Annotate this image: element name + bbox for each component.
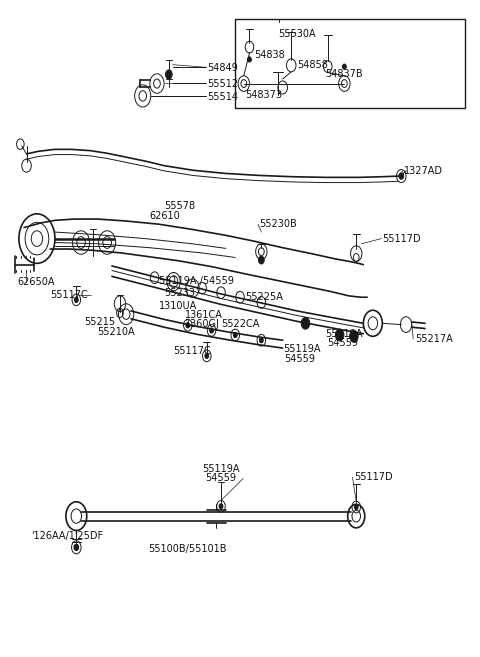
- Text: 55233: 55233: [164, 288, 195, 298]
- Text: 55119A: 55119A: [325, 328, 363, 339]
- Text: 55100B/55101B: 55100B/55101B: [149, 544, 227, 554]
- Text: 54849: 54849: [207, 63, 238, 73]
- Circle shape: [219, 504, 223, 509]
- Text: 1327AD: 1327AD: [404, 166, 443, 176]
- Text: 55117D: 55117D: [354, 472, 393, 482]
- Circle shape: [166, 70, 172, 79]
- Text: 548373: 548373: [245, 90, 282, 101]
- Circle shape: [260, 338, 263, 343]
- Circle shape: [399, 173, 404, 179]
- Text: 55215: 55215: [84, 317, 116, 327]
- Circle shape: [248, 57, 252, 62]
- Circle shape: [210, 328, 214, 333]
- Circle shape: [342, 64, 346, 69]
- Text: 54838: 54838: [254, 50, 285, 60]
- Text: 55117D: 55117D: [383, 234, 421, 244]
- Text: 55210A: 55210A: [97, 327, 135, 338]
- Text: 55119A /54559: 55119A /54559: [159, 276, 234, 286]
- Text: 62610: 62610: [150, 212, 180, 221]
- Text: 55578: 55578: [164, 201, 195, 211]
- Circle shape: [74, 544, 79, 551]
- Circle shape: [336, 329, 344, 341]
- Circle shape: [349, 330, 358, 342]
- Text: 54559: 54559: [327, 338, 358, 348]
- Circle shape: [233, 332, 237, 338]
- Text: 55217A: 55217A: [416, 334, 453, 344]
- Text: 55119A: 55119A: [202, 464, 240, 474]
- Text: 55119A: 55119A: [283, 344, 320, 354]
- Bar: [235, 19, 466, 108]
- Text: 54559: 54559: [284, 354, 315, 364]
- Text: 55230B: 55230B: [259, 219, 297, 229]
- Circle shape: [186, 323, 190, 328]
- Circle shape: [259, 256, 264, 264]
- Circle shape: [301, 317, 310, 329]
- Text: 55514: 55514: [207, 91, 238, 102]
- Circle shape: [354, 505, 358, 510]
- Text: 55117C: 55117C: [50, 290, 88, 300]
- Text: 1360GJ: 1360GJ: [185, 319, 220, 329]
- Text: 62650A: 62650A: [17, 277, 55, 286]
- Text: 5522CA: 5522CA: [221, 319, 259, 329]
- Text: 54858: 54858: [297, 60, 328, 70]
- Circle shape: [205, 353, 209, 359]
- Text: 54837B: 54837B: [325, 70, 363, 79]
- Text: 1310UA: 1310UA: [159, 301, 198, 311]
- Text: 1361CA: 1361CA: [185, 311, 223, 321]
- Text: 55530A: 55530A: [278, 29, 315, 39]
- Text: 54559: 54559: [205, 473, 237, 484]
- Text: 55117C: 55117C: [174, 346, 211, 356]
- Text: '126AA/1'25DF: '126AA/1'25DF: [31, 531, 103, 541]
- Circle shape: [74, 297, 78, 302]
- Text: 55512: 55512: [207, 79, 238, 89]
- Text: 55225A: 55225A: [245, 292, 283, 302]
